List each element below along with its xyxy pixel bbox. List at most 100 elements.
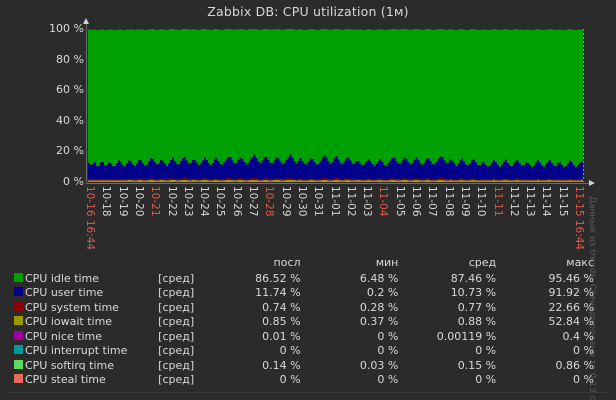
y-axis-tick-label: 60 % [56, 83, 84, 97]
legend-header-avg: сред [468, 256, 497, 269]
series-area [88, 29, 583, 167]
legend-color-swatch [0, 329, 25, 344]
y-axis-arrow-icon [83, 18, 89, 24]
legend-aggregation: [сред] [158, 329, 195, 343]
legend-header-max: макс [566, 256, 594, 269]
x-axis-tick-label: 11-05 [393, 186, 406, 217]
legend-value-max: 95.46 % [548, 271, 594, 285]
legend-row[interactable]: CPU steal time [сред] 0 % 0 % 0 % 0 % [0, 373, 616, 388]
legend-value-last: 0.74 % [262, 300, 301, 314]
x-axis-tick-label: 10-31 [312, 186, 325, 217]
y-axis-tick-label: 80 % [56, 52, 84, 66]
legend-value-avg: 10.73 % [450, 286, 497, 300]
legend-header-min: мин [375, 256, 399, 269]
x-axis-tick-label: 11-04 [377, 186, 390, 217]
legend-value-max: 91.92 % [548, 286, 594, 300]
x-axis-tick-label: 11-08 [442, 186, 455, 217]
x-axis-tick-label: 10-25 [214, 186, 227, 217]
y-axis-tick-label: 100 % [49, 22, 84, 35]
y-axis-tick-label: 20 % [56, 144, 84, 158]
x-axis-tick-label: 10-20 [132, 186, 145, 217]
legend-color-swatch [0, 358, 25, 373]
x-axis-tick-label: 10-27 [247, 186, 259, 217]
x-axis-tick-label: 11-01 [328, 186, 341, 217]
legend-value-max: 22.66 % [548, 300, 594, 314]
x-axis-tick-label: 10-21 [149, 186, 162, 217]
legend-value-max: 0 % [573, 344, 594, 358]
series-color-icon [14, 272, 23, 282]
legend-value-min: 0 % [377, 344, 399, 358]
series-color-icon [14, 359, 23, 369]
legend-aggregation: [сред] [158, 373, 195, 387]
legend-aggregation: [сред] [158, 344, 195, 358]
legend-value-last: 0.14 % [262, 358, 301, 372]
legend-aggregation: [сред] [158, 358, 195, 372]
legend-series-name: CPU idle time [24, 271, 100, 285]
legend-value-max: 0.4 % [562, 329, 594, 343]
plot-area[interactable] [88, 29, 583, 182]
legend-value-avg: 0.88 % [457, 315, 497, 329]
legend-series-name: CPU steal time [24, 373, 106, 387]
legend-row[interactable]: CPU interrupt time [сред] 0 % 0 % 0 % 0 % [0, 344, 616, 359]
x-axis-tick-label: 10-18 [100, 186, 113, 217]
y-axis-labels: 100 % 80 % 60 % 40 % 20 % 0 % [0, 0, 84, 400]
legend-value-min: 0.2 % [366, 286, 399, 300]
x-axis-tick-label: 10-16 16:44 [84, 186, 96, 251]
x-axis-tick-label: 11-11 [491, 186, 504, 217]
x-axis-tick-label: 11-02 [344, 186, 357, 217]
legend-aggregation: [сред] [158, 286, 195, 300]
x-axis-tick-label: 10-30 [295, 186, 308, 217]
legend: посл мин сред макс CPU idle time [сред] 86… [0, 256, 616, 393]
legend-series-name: CPU interrupt time [24, 344, 128, 358]
legend-series-name: CPU iowait time [24, 315, 113, 329]
stacked-area-chart [88, 29, 583, 182]
legend-value-min: 0.37 % [359, 315, 399, 329]
x-axis-tick-label: 11-09 [458, 186, 471, 217]
legend-row[interactable]: CPU user time [сред] 11.74 % 0.2 % 10.73 % 91… [0, 286, 616, 301]
legend-row[interactable]: CPU idle time [сред] 86.52 % 6.48 % 87.46 % 9… [0, 271, 616, 286]
legend-color-swatch [0, 271, 25, 286]
legend-header-row: посл мин сред макс [0, 256, 616, 271]
series-color-icon [14, 287, 23, 297]
legend-aggregation: [сред] [158, 271, 195, 285]
series-color-icon [14, 301, 23, 311]
legend-value-avg: 87.46 % [450, 271, 497, 285]
legend-value-last: 86.52 % [255, 271, 301, 285]
legend-value-last: 0.85 % [262, 315, 301, 329]
legend-series-name: CPU softirq time [24, 358, 114, 372]
legend-row[interactable]: CPU system time [сред] 0.74 % 0.28 % 0.77 % 2… [0, 300, 616, 315]
x-axis-tick-label: 10-29 [279, 186, 292, 217]
x-axis-line [86, 183, 589, 184]
x-axis-labels: 10-16 16:44 10-18 10-19 10-20 10-21 10-22 10-2… [0, 186, 616, 252]
legend-series-name: CPU user time [24, 286, 104, 300]
x-axis-tick-label: 10-24 [198, 186, 211, 217]
x-axis-tick-label: 11-14 [540, 186, 553, 217]
legend-color-swatch [0, 373, 25, 388]
x-axis-tick-label: 11-12 [507, 186, 520, 217]
x-axis-tick-label: 11-15 16:44 [573, 186, 585, 251]
series-color-icon [14, 345, 23, 355]
legend-color-swatch [0, 300, 25, 315]
legend-value-avg: 0.77 % [457, 300, 497, 314]
legend-row[interactable]: CPU softirq time [сред] 0.14 % 0.03 % 0.15 %… [0, 358, 616, 373]
x-axis-tick-label: 11-03 [361, 186, 374, 217]
x-axis-tick-label: 10-28 [263, 186, 276, 217]
legend-value-last: 0 % [279, 373, 301, 387]
legend-color-swatch [0, 286, 25, 301]
legend-value-min: 0 % [377, 373, 399, 387]
legend-body: CPU idle time [сред] 86.52 % 6.48 % 87.46 % 9… [0, 271, 616, 387]
legend-bottom-divider [8, 392, 608, 393]
legend-value-min: 0.28 % [359, 300, 399, 314]
legend-value-last: 0.01 % [262, 329, 301, 343]
x-axis-tick-label: 10-26 [230, 186, 243, 217]
legend-value-last: 0 % [279, 344, 301, 358]
x-axis-tick-label: 10-22 [165, 186, 178, 217]
x-axis-tick-label: 11-13 [524, 186, 537, 217]
plot-right-boundary [583, 29, 584, 182]
legend-value-avg: 0 % [475, 344, 497, 358]
legend-row[interactable]: CPU iowait time [сред] 0.85 % 0.37 % 0.88 % 5… [0, 315, 616, 330]
legend-row[interactable]: CPU nice time [сред] 0.01 % 0 % 0.00119 % 0.4… [0, 329, 616, 344]
y-axis-tick-label: 0 % [63, 175, 84, 188]
legend-value-max: 52.84 % [548, 315, 594, 329]
